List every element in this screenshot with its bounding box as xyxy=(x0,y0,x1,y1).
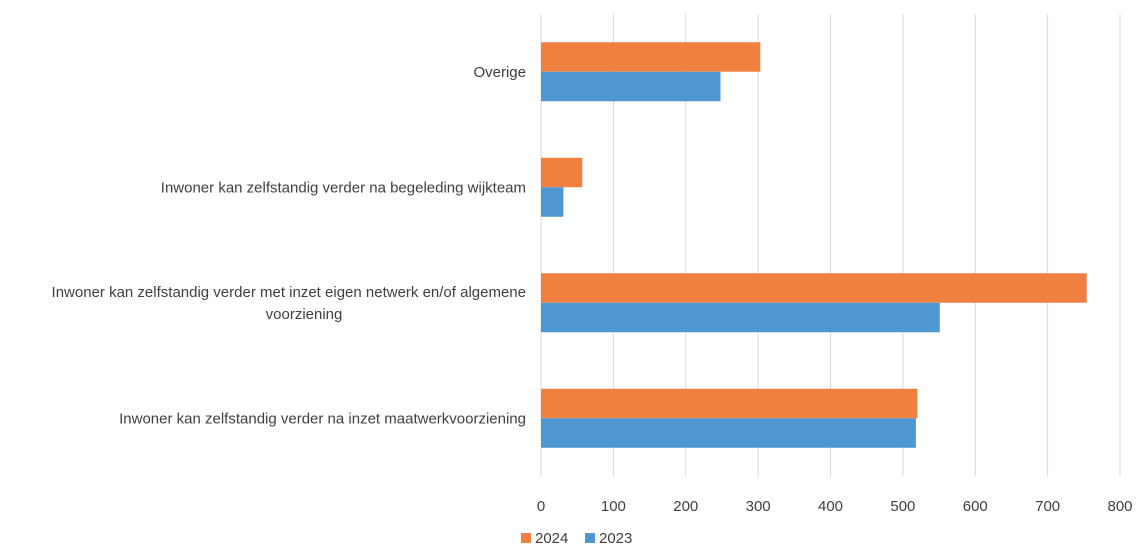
category-labels: Overige Inwoner kan zelfstandig verder na… xyxy=(52,64,526,428)
category-label-line: Overige xyxy=(473,64,526,81)
x-tick-label: 0 xyxy=(537,498,545,515)
x-tick-label: 500 xyxy=(890,498,915,515)
category-label-line: Inwoner kan zelfstandig verder met inzet… xyxy=(52,284,526,301)
legend-label-2024: 2024 xyxy=(535,530,568,547)
x-tick-label: 700 xyxy=(1035,498,1060,515)
category-label: Inwoner kan zelfstandig verder na inzet … xyxy=(119,410,526,427)
category-label: Overige xyxy=(473,64,526,81)
category-label: Inwoner kan zelfstandig verder na begele… xyxy=(161,179,526,196)
bar-2023-0 xyxy=(541,71,721,102)
bar-2024-0 xyxy=(541,42,761,72)
category-label-line: Inwoner kan zelfstandig verder na inzet … xyxy=(119,410,526,427)
legend: 2024 2023 xyxy=(521,530,632,547)
bar-2023-1 xyxy=(541,187,564,217)
x-tick-label: 400 xyxy=(818,498,843,515)
legend-swatch-2024 xyxy=(521,533,531,543)
bar-2024-2 xyxy=(541,273,1087,303)
category-label-line: voorziening xyxy=(266,306,343,323)
x-axis-tick-labels: 0 100 200 300 400 500 600 700 800 xyxy=(537,498,1133,515)
bar-2024-3 xyxy=(541,388,918,419)
x-tick-label: 800 xyxy=(1107,498,1132,515)
bar-2023-3 xyxy=(541,418,916,448)
x-tick-label: 200 xyxy=(673,498,698,515)
bars xyxy=(541,42,1087,448)
category-label-line: Inwoner kan zelfstandig verder na begele… xyxy=(161,179,526,196)
x-tick-label: 600 xyxy=(963,498,988,515)
x-tick-label: 300 xyxy=(746,498,771,515)
x-tick-label: 100 xyxy=(601,498,626,515)
legend-label-2023: 2023 xyxy=(599,530,632,547)
bar-2023-2 xyxy=(541,302,940,333)
bar-2024-1 xyxy=(541,157,583,188)
legend-swatch-2023 xyxy=(585,533,595,543)
category-label: Inwoner kan zelfstandig verder met inzet… xyxy=(52,284,526,323)
